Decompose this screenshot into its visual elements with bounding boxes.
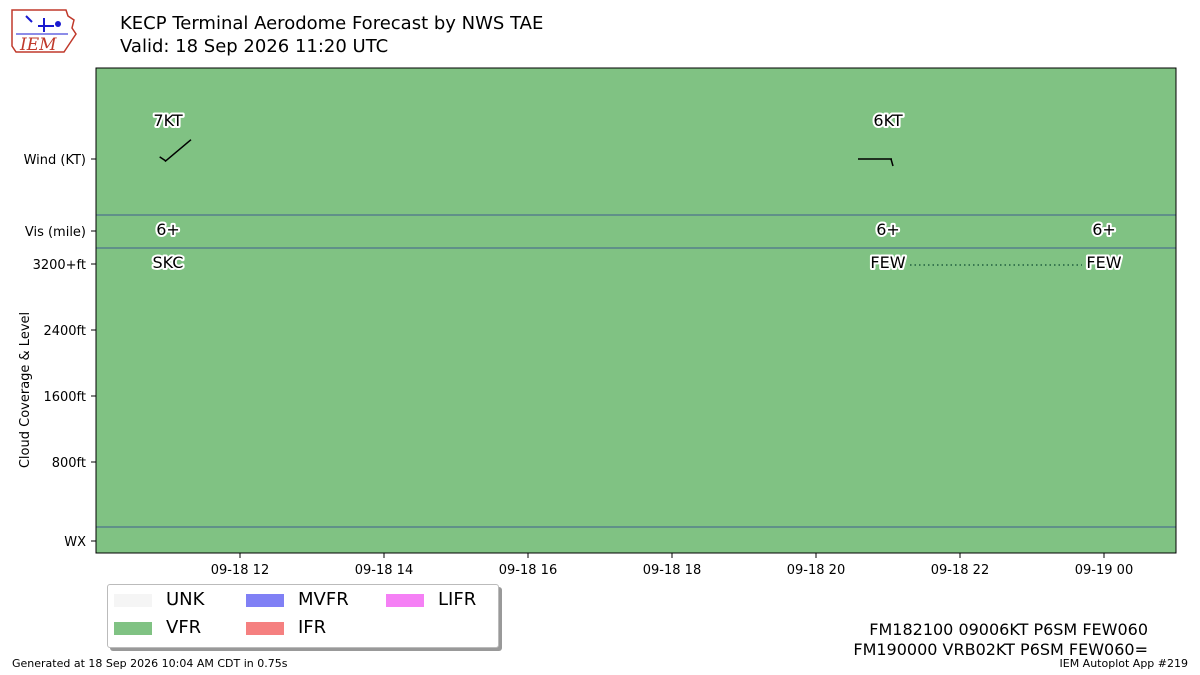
x-axis: 09-18 12 09-18 14 09-18 16 09-18 18 09-18 20… — [211, 553, 1133, 578]
y-tick-label: 800ft — [52, 456, 86, 471]
legend-label: UNK — [166, 589, 205, 610]
row-dividers — [96, 214, 1176, 528]
wind-barbs — [159, 139, 894, 167]
generated-footer: Generated at 18 Sep 2026 10:04 AM CDT in… — [12, 657, 288, 670]
wind-barb-shaft — [164, 139, 192, 163]
legend-label: VFR — [166, 617, 202, 638]
y-tick-label: 1600ft — [43, 390, 86, 405]
taf-line-1: FM182100 09006KT P6SM FEW060 — [869, 620, 1148, 639]
cloud-label: SKC — [153, 253, 184, 272]
legend-swatch — [246, 594, 284, 607]
cloud-label: FEW — [1086, 253, 1121, 272]
y-tick-label: 2400ft — [43, 324, 86, 339]
legend: UNK MVFR LIFR VFR IFR — [107, 584, 499, 648]
title-line1: KECP Terminal Aerodome Forecast by NWS T… — [120, 13, 544, 34]
chart-labels: 7KT 6KT 6+ 6+ 6+ SKC FEW FEW — [151, 109, 1124, 274]
chart-title: KECP Terminal Aerodome Forecast by NWS T… — [120, 12, 543, 58]
legend-swatch — [114, 594, 152, 607]
visibility-label: 6+ — [1092, 220, 1116, 239]
y-tick-label: Wind (KT) — [24, 153, 86, 168]
y-tick-label: 3200+ft — [33, 258, 86, 273]
x-tick-label: 09-18 14 — [355, 563, 413, 578]
wind-barb-flag — [159, 156, 167, 162]
legend-label: IFR — [298, 617, 327, 638]
legend-label: MVFR — [298, 589, 349, 610]
taf-text: FM182100 09006KT P6SM FEW060 FM190000 VR… — [853, 620, 1148, 660]
y-tick-label: Vis (mile) — [25, 225, 86, 240]
iem-logo: IEM — [11, 9, 77, 55]
legend-swatch — [386, 594, 424, 607]
x-tick-label: 09-18 22 — [931, 563, 989, 578]
wind-speed-label: 7KT — [153, 111, 182, 130]
y-axis-title: Cloud Coverage & Level — [18, 312, 33, 468]
x-tick-label: 09-18 12 — [211, 563, 269, 578]
x-tick-label: 09-18 20 — [787, 563, 845, 578]
x-tick-label: 09-18 16 — [499, 563, 557, 578]
plot-frame — [95, 67, 1177, 554]
app-footer: IEM Autoplot App #219 — [1059, 657, 1189, 670]
wind-barb-flag — [890, 158, 894, 167]
visibility-label: 6+ — [156, 220, 180, 239]
title-line2: Valid: 18 Sep 2026 11:20 UTC — [120, 36, 389, 57]
legend-label: LIFR — [438, 589, 477, 610]
cloud-label: FEW — [870, 253, 905, 272]
legend-swatch — [246, 622, 284, 635]
logo-text: IEM — [19, 35, 57, 55]
visibility-label: 6+ — [876, 220, 900, 239]
y-axis: Wind (KT) Vis (mile) 3200+ft 2400ft 1600ft 80… — [24, 153, 96, 550]
wind-speed-label: 6KT — [873, 111, 902, 130]
x-tick-label: 09-19 00 — [1075, 563, 1133, 578]
legend-swatch — [114, 622, 152, 635]
x-tick-label: 09-18 18 — [643, 563, 701, 578]
plot-background — [96, 68, 1176, 553]
taf-line-2: FM190000 VRB02KT P6SM FEW060= — [853, 640, 1148, 659]
y-tick-label: WX — [64, 535, 86, 550]
